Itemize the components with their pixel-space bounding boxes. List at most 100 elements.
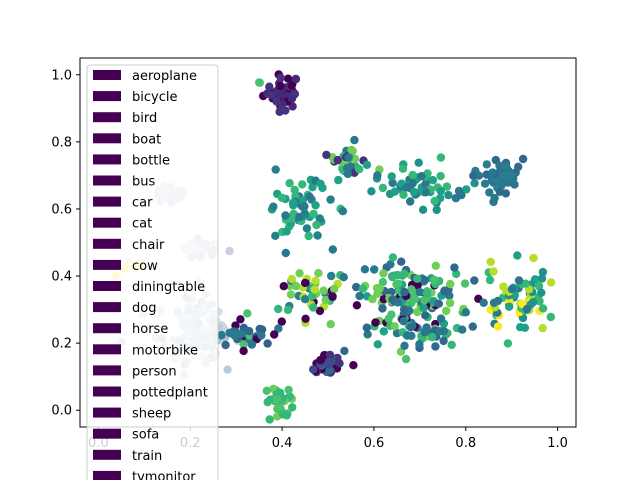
data-point: [300, 202, 309, 211]
data-point: [535, 297, 544, 306]
data-point: [446, 279, 455, 289]
data-point: [493, 322, 503, 331]
legend-label: boat: [132, 132, 161, 147]
data-point: [286, 290, 296, 299]
data-point: [244, 326, 254, 336]
y-tick-label: 0.6: [51, 202, 72, 217]
legend-label: bottle: [132, 153, 170, 168]
data-point: [445, 298, 455, 308]
legend-label: tvmonitor: [132, 470, 196, 480]
y-axis-ticks: 0.0 0.2 0.4 0.6 0.8 1.0: [51, 68, 80, 419]
data-point: [265, 82, 274, 91]
data-point: [339, 273, 348, 282]
data-point: [514, 276, 524, 285]
data-point: [236, 315, 245, 324]
data-point: [461, 308, 470, 317]
data-point: [537, 274, 547, 283]
data-point: [274, 324, 283, 333]
data-point: [310, 285, 319, 294]
data-point: [488, 168, 497, 177]
data-point: [271, 231, 280, 240]
data-point: [352, 282, 361, 292]
data-point: [379, 269, 388, 278]
data-point: [538, 267, 548, 277]
data-point: [271, 165, 280, 174]
data-point: [538, 304, 548, 313]
data-point: [413, 307, 422, 317]
data-point: [283, 74, 293, 83]
data-point: [373, 171, 382, 180]
data-point: [300, 209, 309, 218]
data-point: [290, 89, 300, 99]
data-point: [321, 295, 330, 305]
data-point: [327, 271, 336, 281]
data-point: [394, 279, 403, 288]
data-point: [421, 179, 430, 189]
data-point: [279, 282, 288, 291]
data-point: [287, 81, 296, 90]
data-point: [496, 178, 506, 188]
data-point: [362, 323, 371, 332]
data-point: [313, 231, 322, 240]
data-point: [393, 298, 402, 307]
data-point: [291, 281, 301, 291]
data-point: [422, 325, 432, 334]
data-point: [486, 257, 495, 267]
data-point: [451, 194, 461, 203]
data-point: [239, 340, 248, 349]
data-point: [324, 357, 334, 366]
data-point: [257, 331, 266, 340]
legend-label: train: [132, 449, 162, 464]
data-point: [400, 305, 409, 314]
legend-swatch: [93, 281, 121, 291]
data-point: [469, 171, 478, 180]
data-point: [263, 397, 272, 407]
data-point: [390, 322, 399, 331]
data-point: [300, 278, 310, 288]
data-point: [326, 195, 335, 204]
data-point: [442, 306, 451, 316]
data-point: [276, 73, 285, 83]
data-point: [399, 317, 408, 326]
data-point: [518, 154, 528, 164]
data-point: [470, 276, 479, 285]
legend-swatch: [93, 302, 121, 313]
data-point: [409, 187, 419, 197]
data-point: [415, 287, 424, 297]
data-point: [462, 185, 471, 194]
data-point: [272, 395, 282, 404]
data-point: [501, 189, 510, 198]
data-point: [510, 180, 519, 189]
data-point: [417, 172, 426, 181]
legend-label: bicycle: [132, 90, 177, 105]
data-point: [347, 145, 356, 155]
data-point: [360, 265, 370, 274]
data-point: [239, 346, 248, 356]
data-point: [298, 180, 307, 189]
data-point: [262, 386, 271, 395]
data-point: [482, 160, 491, 169]
data-point: [344, 153, 353, 162]
legend-swatch: [93, 154, 121, 165]
data-point: [503, 339, 513, 348]
data-point: [386, 260, 395, 269]
data-point: [370, 265, 379, 274]
data-point: [432, 205, 441, 215]
data-point: [402, 183, 411, 192]
data-point: [352, 301, 362, 310]
x-tick-label: 0.4: [272, 436, 293, 451]
data-point: [311, 276, 320, 286]
data-point: [414, 158, 423, 167]
data-point: [363, 330, 372, 339]
data-point: [489, 298, 499, 307]
legend-swatch: [93, 217, 121, 228]
legend-swatch: [93, 470, 121, 480]
data-point: [399, 190, 408, 199]
data-point: [401, 354, 411, 364]
legend-label: pottedplant: [132, 386, 208, 401]
data-point: [230, 331, 240, 341]
data-point: [444, 190, 453, 200]
x-tick-label: 0.8: [455, 436, 476, 451]
data-point: [355, 291, 364, 301]
data-point: [430, 196, 439, 206]
